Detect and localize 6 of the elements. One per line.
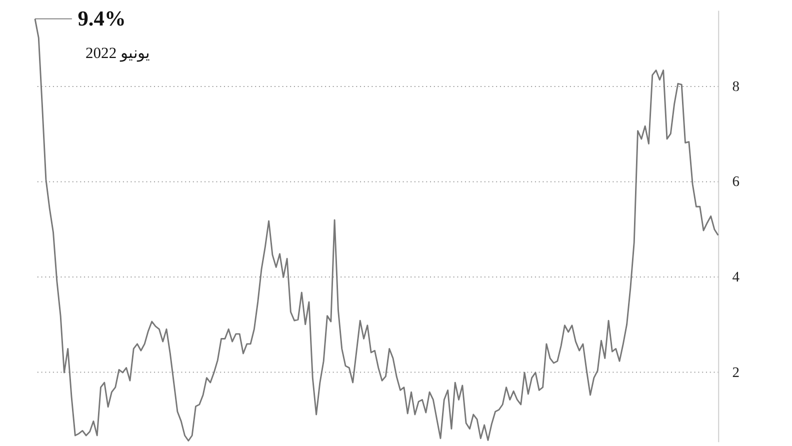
y-tick-label: 4: [732, 270, 740, 286]
y-tick-label: 6: [732, 174, 740, 190]
y-tick-label: 8: [732, 78, 740, 95]
y-tick-label: 2: [732, 364, 740, 381]
annotation: يونيو 2022: [86, 44, 150, 62]
annotation: 9.4%: [78, 6, 126, 31]
